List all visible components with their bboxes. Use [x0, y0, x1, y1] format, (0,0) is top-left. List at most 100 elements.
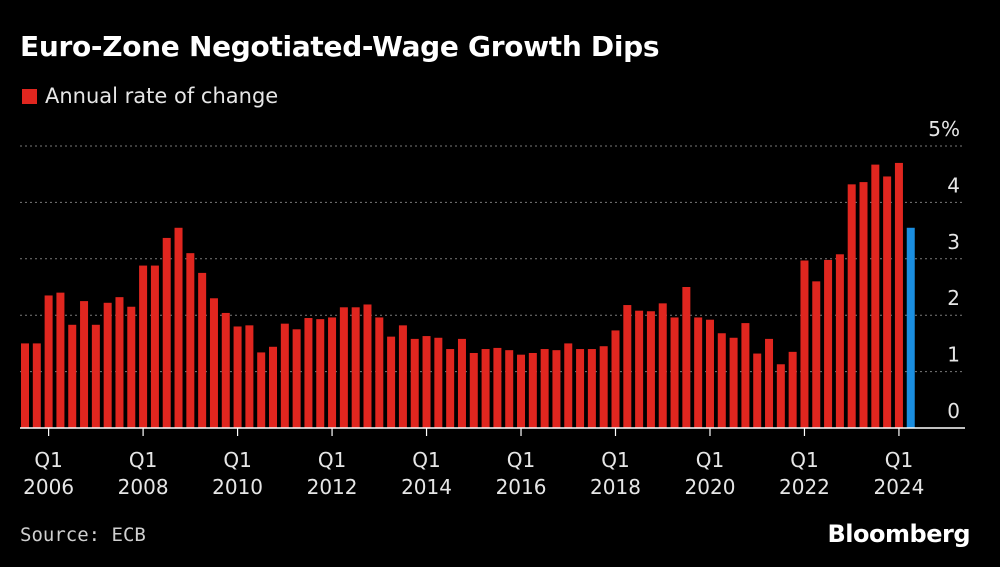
bar [658, 303, 667, 428]
bar [894, 162, 903, 429]
bar [682, 287, 691, 428]
bar [127, 306, 136, 428]
x-tick-quarter-label: Q1 [34, 448, 62, 472]
x-tick-quarter-label: Q1 [696, 448, 724, 472]
gridlines [20, 145, 965, 373]
bar [623, 305, 632, 428]
bar [304, 318, 313, 428]
chart-title: Euro-Zone Negotiated-Wage Growth Dips [20, 30, 660, 63]
bar [493, 347, 502, 428]
legend-swatch [22, 88, 37, 104]
bar [705, 319, 714, 428]
x-tick-year-label: 2012 [307, 475, 358, 499]
bar [209, 298, 218, 428]
bar [91, 324, 100, 428]
bar [198, 272, 207, 428]
bar [812, 281, 821, 428]
x-tick-year-label: 2020 [685, 475, 736, 499]
bar [800, 260, 809, 428]
x-tick-quarter-label: Q1 [507, 448, 535, 472]
bar-chart: 0 1 2 3 4 5% Q1 2006 Q1 2008 Q1 2010 Q1 2012 Q1 2014 Q1 2… [20, 117, 965, 499]
bar [765, 338, 774, 428]
bar [635, 310, 644, 428]
x-tick-year-label: 2024 [873, 475, 924, 499]
x-tick-year-label: 2018 [590, 475, 641, 499]
bar [162, 237, 171, 428]
x-tick-year-label: 2022 [779, 475, 830, 499]
bar [469, 352, 478, 428]
bar [410, 338, 419, 428]
bar [481, 349, 490, 428]
bar [552, 350, 561, 428]
bar [257, 352, 266, 428]
y-tick-label: 1 [947, 343, 960, 367]
bar [115, 297, 124, 428]
bar [694, 317, 703, 428]
x-tick-year-label: 2006 [23, 475, 74, 499]
bar [717, 333, 726, 428]
bar [457, 338, 466, 428]
x-tick-quarter-label: Q1 [601, 448, 629, 472]
bar [387, 336, 396, 428]
bar [446, 349, 455, 428]
bar [150, 265, 159, 428]
bar [741, 323, 750, 428]
legend-label: Annual rate of change [45, 84, 279, 108]
axes: 0 1 2 3 4 5% Q1 2006 Q1 2008 Q1 2010 Q1 2012 Q1 2014 Q1 2… [20, 117, 965, 499]
bar [351, 307, 360, 428]
bar [221, 312, 230, 428]
bar [883, 176, 892, 428]
x-tick-quarter-label: Q1 [129, 448, 157, 472]
bar [859, 182, 868, 428]
bar [540, 349, 549, 428]
bar [339, 307, 348, 428]
x-tick-year-label: 2008 [118, 475, 169, 499]
bar [68, 324, 77, 428]
bars [21, 162, 915, 429]
bar-latest [906, 227, 915, 428]
bar [363, 304, 372, 428]
bar [776, 364, 785, 428]
y-tick-label: 5% [928, 117, 960, 141]
bar [564, 343, 573, 428]
bar [398, 325, 407, 428]
source-note: Source: ECB [20, 524, 146, 546]
bar [245, 325, 254, 428]
bar [753, 353, 762, 428]
y-tick-label: 2 [947, 286, 960, 310]
bar [871, 164, 880, 429]
bar [528, 352, 537, 428]
bar [103, 302, 112, 428]
x-tick-quarter-label: Q1 [318, 448, 346, 472]
bar [422, 336, 431, 428]
bar [80, 301, 89, 428]
bar [186, 253, 195, 428]
x-tick-year-label: 2014 [401, 475, 452, 499]
y-tick-label: 3 [947, 230, 960, 254]
bar [670, 317, 679, 428]
bar [847, 184, 856, 428]
legend: Annual rate of change [22, 84, 278, 108]
bar [587, 349, 596, 428]
bar [788, 351, 797, 428]
bar [292, 329, 301, 428]
x-tick-year-label: 2016 [496, 475, 547, 499]
bar [824, 259, 833, 428]
bar [316, 319, 325, 428]
bar [375, 317, 384, 428]
bar [576, 349, 585, 428]
bar [21, 343, 29, 428]
x-tick-quarter-label: Q1 [790, 448, 818, 472]
x-tick-quarter-label: Q1 [412, 448, 440, 472]
bar [729, 337, 738, 428]
bar [835, 254, 844, 428]
bar [44, 295, 53, 428]
bar [280, 323, 289, 428]
bar [434, 337, 443, 428]
bar [646, 311, 655, 428]
y-tick-label: 0 [947, 399, 960, 423]
bar [611, 330, 620, 428]
y-tick-label: 4 [947, 173, 960, 197]
bar [56, 292, 65, 428]
x-tick-quarter-label: Q1 [223, 448, 251, 472]
